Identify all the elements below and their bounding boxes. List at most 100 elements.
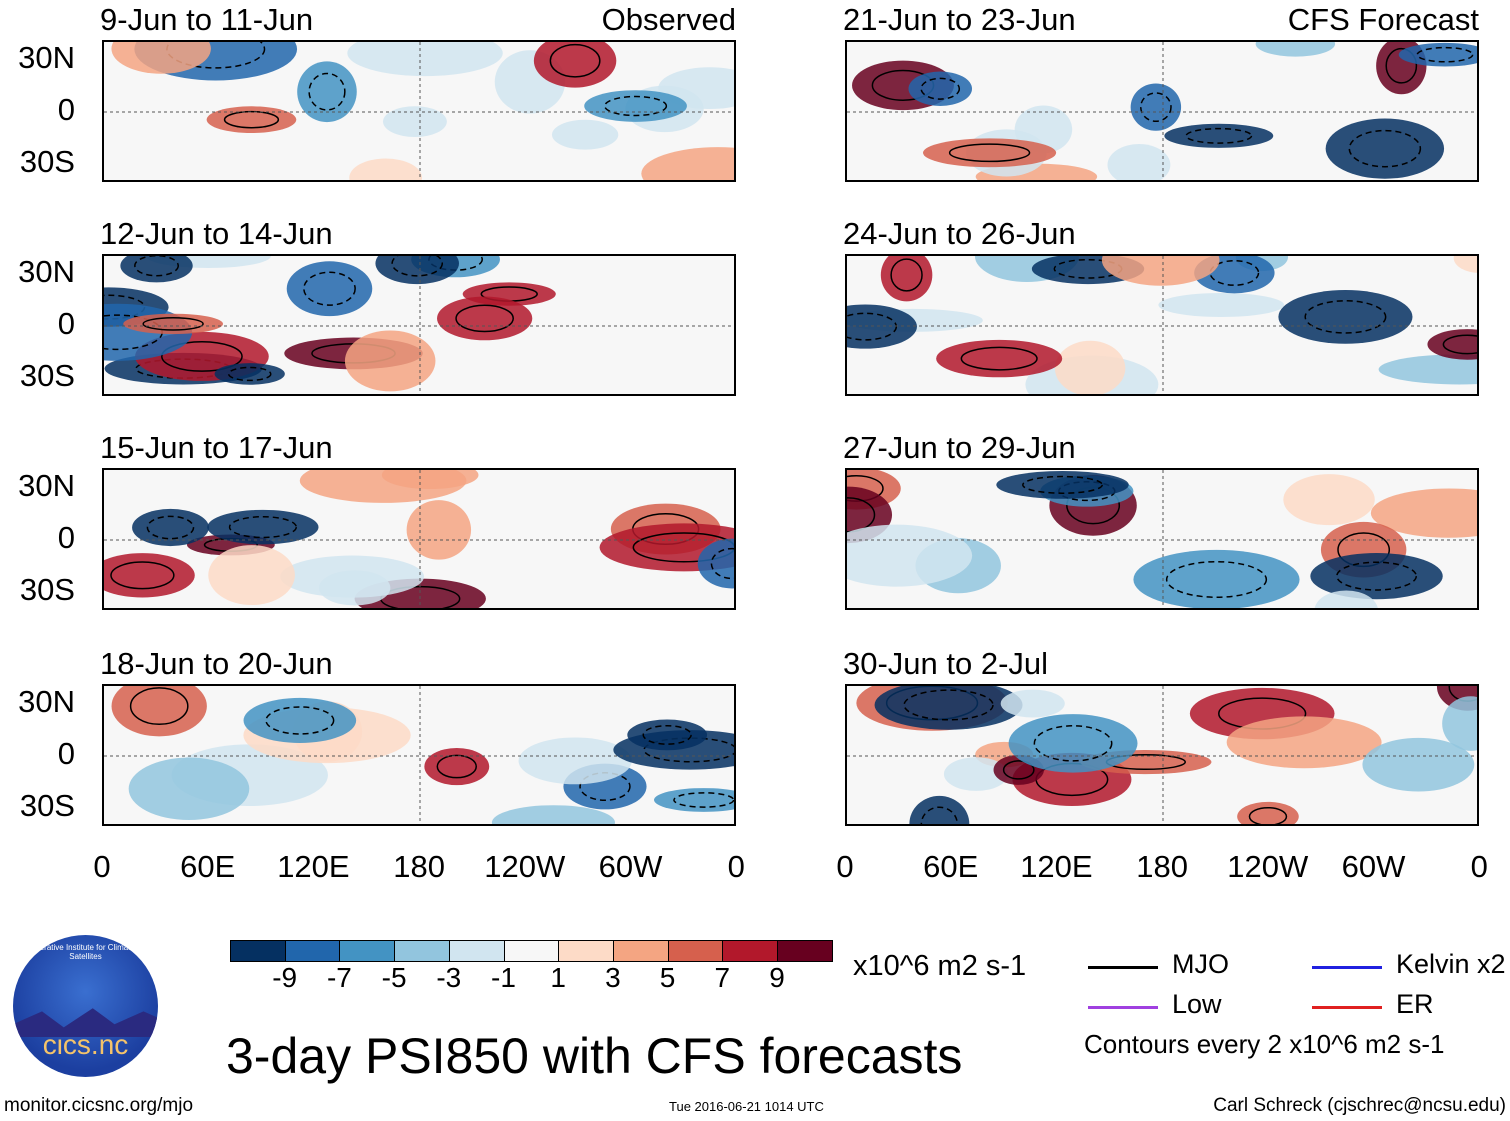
- mjo-contour: [549, 43, 601, 78]
- lon-label: 120E: [277, 849, 350, 884]
- anomaly-shading: [1008, 714, 1138, 773]
- lon-label: 180: [393, 849, 445, 884]
- lat-label: 0: [57, 736, 75, 771]
- legend-label: ER: [1396, 989, 1434, 1019]
- mjo-contour: [1348, 129, 1422, 168]
- anomaly-shading: [922, 138, 1057, 168]
- legend-label: Low: [1172, 989, 1222, 1019]
- lon-label: 60W: [598, 849, 663, 884]
- mjo-contour: [110, 561, 175, 590]
- lon-label: 60W: [1341, 849, 1406, 884]
- anomaly-shading: [1378, 354, 1477, 385]
- colorbar-units: x10^6 m2 s-1: [853, 950, 1027, 982]
- lon-label: 0: [1470, 849, 1488, 884]
- mjo-contour: [1165, 560, 1268, 599]
- panel-tag: CFS Forecast: [1287, 2, 1479, 37]
- colorbar-swatch: [777, 940, 833, 962]
- legend-line-mjo: [1088, 966, 1158, 969]
- colorbar-label: -9: [272, 962, 298, 993]
- anomaly-shading: [908, 71, 973, 106]
- cics-logo: cics.nc Cooperative Institute for Climate…: [13, 935, 158, 1077]
- lon-label: 0: [836, 849, 854, 884]
- mjo-contour: [129, 687, 189, 726]
- panel-title: 27-Jun to 29-Jun: [843, 430, 1076, 465]
- anomaly-shading: [207, 509, 319, 545]
- anomaly-shading: [627, 719, 708, 751]
- anomaly-shading: [1278, 290, 1413, 344]
- colorbar-label: 5: [659, 962, 676, 993]
- anomaly-shading: [214, 363, 285, 385]
- anomaly-shading: [1310, 553, 1443, 600]
- mjo-contour: [134, 256, 179, 277]
- lon-label: 180: [1136, 849, 1188, 884]
- mjo-contour: [308, 72, 346, 111]
- colorbar-label: -1: [491, 962, 516, 993]
- footer-author: Carl Schreck (cjschrec@ncsu.edu): [1213, 1095, 1506, 1116]
- anomaly-shading: [243, 697, 357, 743]
- lon-label: 60E: [180, 849, 236, 884]
- map-panel: [102, 254, 736, 396]
- lat-label: 0: [57, 92, 75, 127]
- panel-title: 18-Jun to 20-Jun: [100, 646, 333, 681]
- anomaly-shading: [1370, 488, 1477, 538]
- colorbar-swatch: [339, 940, 396, 962]
- anomaly-shading: [880, 256, 933, 302]
- mjo-contour: [673, 792, 734, 808]
- anomaly-shading: [584, 90, 687, 122]
- lat-label: 30S: [19, 358, 75, 393]
- anomaly-shading: [406, 500, 472, 560]
- map-panel: [102, 40, 736, 182]
- anomaly-shading: [1362, 737, 1475, 792]
- footer-timestamp: Tue 2016-06-21 1014 UTC: [669, 1099, 824, 1114]
- colorbar-swatch: [558, 940, 615, 962]
- anomaly-shading: [111, 686, 207, 737]
- mjo-contour: [227, 366, 272, 382]
- anomaly-shading: [909, 795, 970, 824]
- anomaly-shading: [943, 757, 1009, 791]
- anomaly-shading: [847, 304, 917, 349]
- colorbar-label: -7: [326, 962, 352, 993]
- lat-label: 30S: [19, 144, 75, 179]
- colorbar-label: 7: [714, 962, 731, 993]
- map-panel: [845, 254, 1479, 396]
- mjo-contour: [1209, 259, 1260, 286]
- anomaly-shading: [518, 737, 632, 785]
- legend-label: Kelvin x2: [1396, 949, 1506, 979]
- logo-mountains: [13, 1008, 158, 1037]
- colorbar-swatch: [503, 940, 560, 962]
- legend-line-kelvin-x2: [1312, 966, 1382, 969]
- anomaly-shading: [286, 261, 373, 317]
- lon-label: 120E: [1020, 849, 1093, 884]
- anomaly-shading: [1427, 329, 1477, 360]
- anomaly-shading: [641, 147, 734, 180]
- mjo-contour: [303, 271, 356, 306]
- mjo-contour: [890, 258, 923, 292]
- colorbar-swatch: [230, 940, 286, 962]
- panel-title: 24-Jun to 26-Jun: [843, 216, 1076, 251]
- legend-label: MJO: [1172, 949, 1229, 979]
- logo-ring-text: Cooperative Institute for Climate and Sa…: [20, 943, 151, 961]
- map-panel: [845, 684, 1479, 826]
- anomaly-shading: [1237, 801, 1299, 824]
- legend-line-er: [1312, 1006, 1382, 1009]
- mjo-contour: [1248, 806, 1288, 824]
- lat-label: 30N: [18, 254, 75, 289]
- anomaly-shading: [375, 256, 459, 285]
- footer-url[interactable]: monitor.cicsnc.org/mjo: [4, 1095, 194, 1116]
- anomaly-shading: [491, 805, 615, 824]
- lat-label: 30S: [19, 788, 75, 823]
- anomaly-shading: [318, 570, 391, 606]
- anomaly-shading: [1101, 256, 1220, 286]
- mjo-contour: [1002, 760, 1035, 780]
- mjo-contour: [1336, 561, 1418, 591]
- anomaly-shading: [936, 339, 1063, 378]
- map-panel: [102, 468, 736, 610]
- anomaly-shading: [996, 470, 1129, 499]
- anomaly-shading: [1107, 144, 1171, 180]
- mjo-contour: [1139, 92, 1172, 123]
- colorbar-label: 3: [605, 962, 621, 993]
- colorbar-swatch: [394, 940, 451, 962]
- anomaly-shading: [437, 296, 533, 341]
- lon-label: 0: [93, 849, 111, 884]
